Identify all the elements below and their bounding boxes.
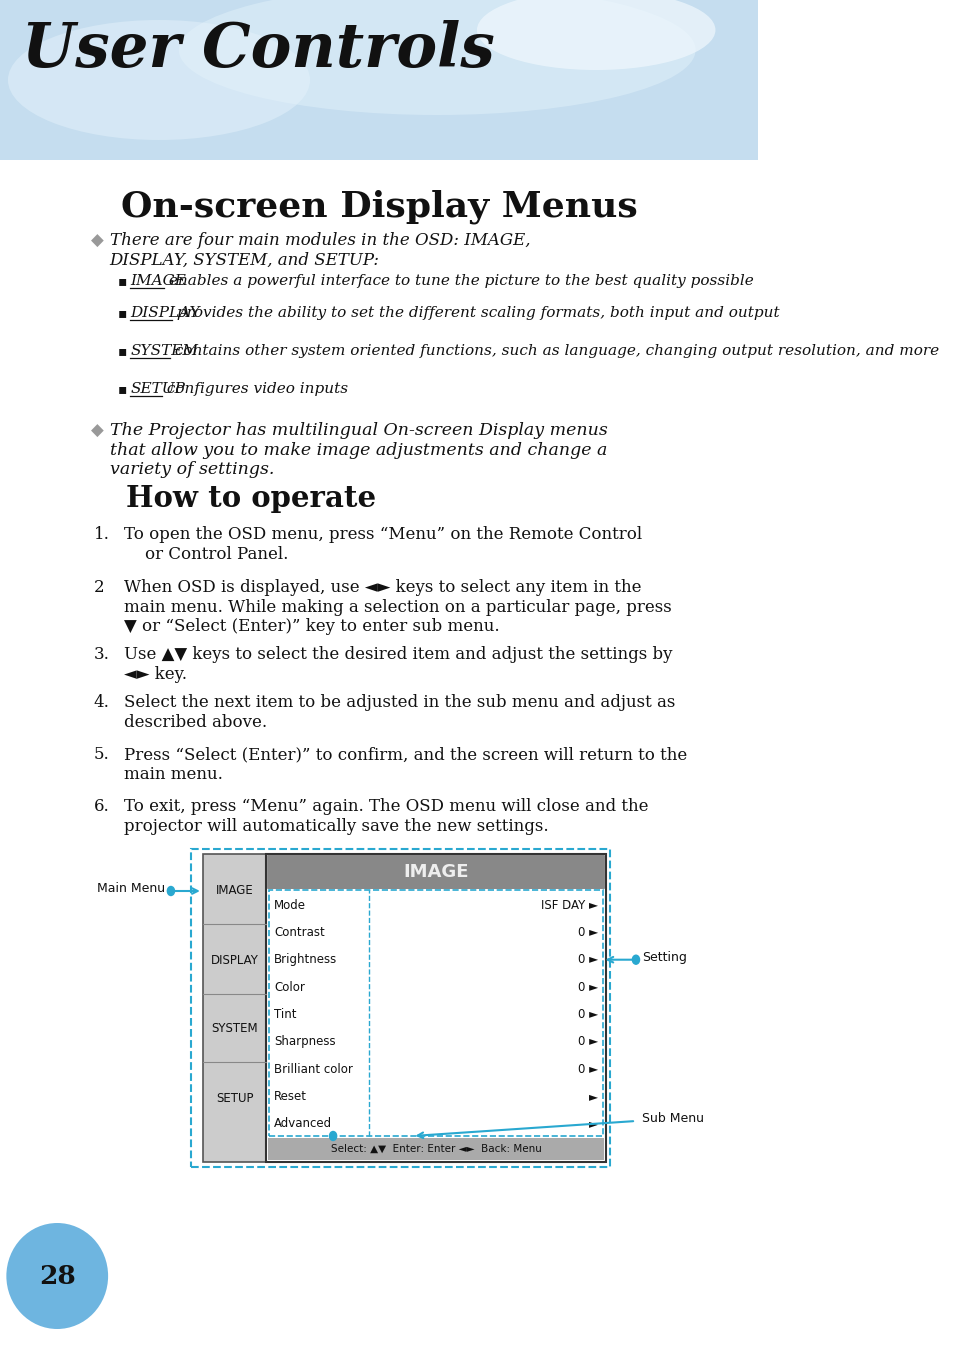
Ellipse shape (476, 0, 715, 70)
FancyBboxPatch shape (266, 854, 605, 1162)
Text: Setting: Setting (641, 952, 686, 964)
Text: DISPLAY: DISPLAY (211, 955, 258, 968)
Text: Main Menu: Main Menu (97, 883, 165, 895)
Text: 1.: 1. (93, 525, 110, 543)
Text: Contrast: Contrast (274, 926, 325, 938)
Text: configures video inputs: configures video inputs (162, 382, 348, 395)
Text: 0 ►: 0 ► (578, 1036, 598, 1048)
Text: 3.: 3. (93, 646, 110, 663)
Text: Tint: Tint (274, 1007, 296, 1021)
Text: SYSTEM: SYSTEM (131, 344, 198, 357)
Circle shape (632, 955, 639, 964)
Text: ◆: ◆ (91, 232, 104, 250)
FancyBboxPatch shape (202, 854, 266, 1162)
Text: 0 ►: 0 ► (578, 980, 598, 994)
Text: The Projector has multilingual On-screen Display menus
that allow you to make im: The Projector has multilingual On-screen… (110, 422, 607, 478)
Text: 0 ►: 0 ► (578, 1007, 598, 1021)
Text: contains other system oriented functions, such as language, changing output reso: contains other system oriented functions… (170, 344, 939, 357)
Text: On-screen Display Menus: On-screen Display Menus (121, 190, 637, 223)
Text: Advanced: Advanced (274, 1117, 332, 1131)
Text: Brightness: Brightness (274, 953, 337, 967)
Text: 28: 28 (39, 1263, 75, 1289)
FancyBboxPatch shape (267, 854, 604, 890)
Text: Reset: Reset (274, 1090, 307, 1104)
Text: IMAGE: IMAGE (403, 862, 468, 881)
Text: 5.: 5. (93, 746, 110, 764)
Text: When OSD is displayed, use ◄► keys to select any item in the
main menu. While ma: When OSD is displayed, use ◄► keys to se… (124, 580, 671, 635)
FancyBboxPatch shape (268, 1137, 603, 1160)
Text: ▪: ▪ (117, 344, 127, 357)
Text: SETUP: SETUP (215, 1091, 253, 1105)
Text: IMAGE: IMAGE (131, 274, 186, 288)
Text: enables a powerful interface to tune the picture to the best quality possible: enables a powerful interface to tune the… (164, 274, 753, 288)
Text: To open the OSD menu, press “Menu” on the Remote Control
    or Control Panel.: To open the OSD menu, press “Menu” on th… (124, 525, 641, 563)
Ellipse shape (178, 0, 695, 115)
Text: 6.: 6. (93, 798, 110, 815)
Text: Sharpness: Sharpness (274, 1036, 335, 1048)
Text: Color: Color (274, 980, 305, 994)
Text: ▪: ▪ (117, 306, 127, 320)
Text: ▪: ▪ (117, 274, 127, 288)
Text: Mode: Mode (274, 899, 306, 911)
Text: ►: ► (588, 1117, 598, 1131)
Text: There are four main modules in the OSD: IMAGE,
DISPLAY, SYSTEM, and SETUP:: There are four main modules in the OSD: … (110, 232, 530, 268)
Text: Select: ▲▼  Enter: Enter ◄►  Back: Menu: Select: ▲▼ Enter: Enter ◄► Back: Menu (331, 1144, 541, 1154)
Text: Brilliant color: Brilliant color (274, 1063, 353, 1075)
Text: DISPLAY: DISPLAY (131, 306, 200, 320)
Text: 0 ►: 0 ► (578, 1063, 598, 1075)
Bar (0, 0, 758, 160)
Text: 4.: 4. (93, 695, 110, 711)
Text: 0 ►: 0 ► (578, 953, 598, 967)
Text: provides the ability to set the different scaling formats, both input and output: provides the ability to set the differen… (172, 306, 779, 320)
Text: SYSTEM: SYSTEM (211, 1021, 257, 1034)
Text: Press “Select (Enter)” to confirm, and the screen will return to the
main menu.: Press “Select (Enter)” to confirm, and t… (124, 746, 686, 783)
Circle shape (167, 887, 174, 895)
Ellipse shape (7, 1223, 108, 1330)
Text: How to operate: How to operate (126, 483, 375, 513)
Ellipse shape (8, 20, 310, 139)
Text: 0 ►: 0 ► (578, 926, 598, 938)
Text: Sub Menu: Sub Menu (641, 1113, 703, 1125)
Text: 2: 2 (93, 580, 104, 596)
Text: User Controls: User Controls (22, 20, 495, 80)
Text: Select the next item to be adjusted in the sub menu and adjust as
described abov: Select the next item to be adjusted in t… (124, 695, 675, 731)
Text: ▪: ▪ (117, 382, 127, 395)
Text: ISF DAY ►: ISF DAY ► (540, 899, 598, 911)
Text: To exit, press “Menu” again. The OSD menu will close and the
projector will auto: To exit, press “Menu” again. The OSD men… (124, 798, 648, 834)
Text: ►: ► (588, 1090, 598, 1104)
Text: SETUP: SETUP (131, 382, 185, 395)
Circle shape (329, 1132, 336, 1140)
Text: Use ▲▼ keys to select the desired item and adjust the settings by
◄► key.: Use ▲▼ keys to select the desired item a… (124, 646, 672, 682)
Text: ◆: ◆ (91, 422, 104, 440)
Text: IMAGE: IMAGE (215, 884, 253, 898)
